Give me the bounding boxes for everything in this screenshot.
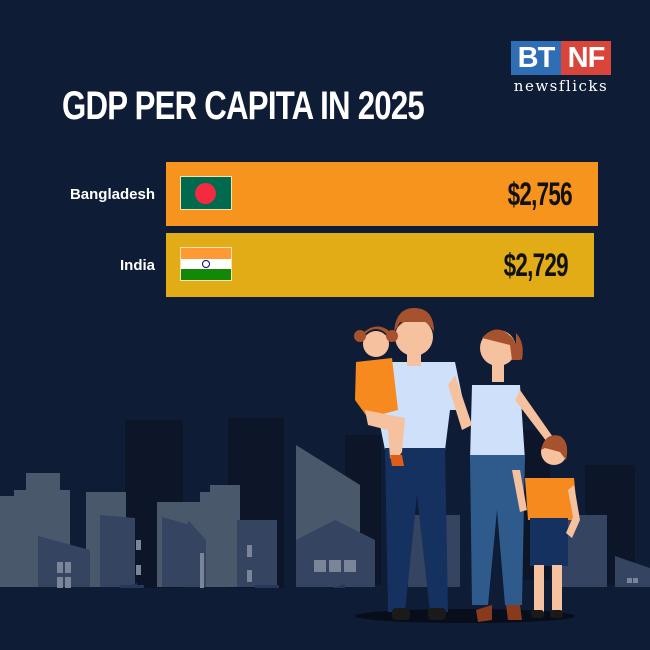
btnf-newsflicks-logo: BT NF newsflicks: [511, 41, 611, 95]
country-label: Bangladesh: [69, 186, 155, 203]
logo-bt: BT: [511, 41, 561, 75]
bar-india: $2,729: [166, 233, 594, 297]
page-title: GDP PER CAPITA IN 2025: [62, 84, 425, 128]
country-label: India: [119, 257, 155, 274]
bangladesh-flag-icon: [180, 176, 232, 210]
logo-tagline: newsflicks: [513, 77, 609, 95]
bar-value: $2,729: [503, 247, 569, 283]
bar-bangladesh: $2,756: [166, 162, 598, 226]
logo-nf: NF: [561, 41, 611, 75]
bar-value: $2,756: [507, 176, 573, 212]
india-flag-icon: [180, 247, 232, 281]
